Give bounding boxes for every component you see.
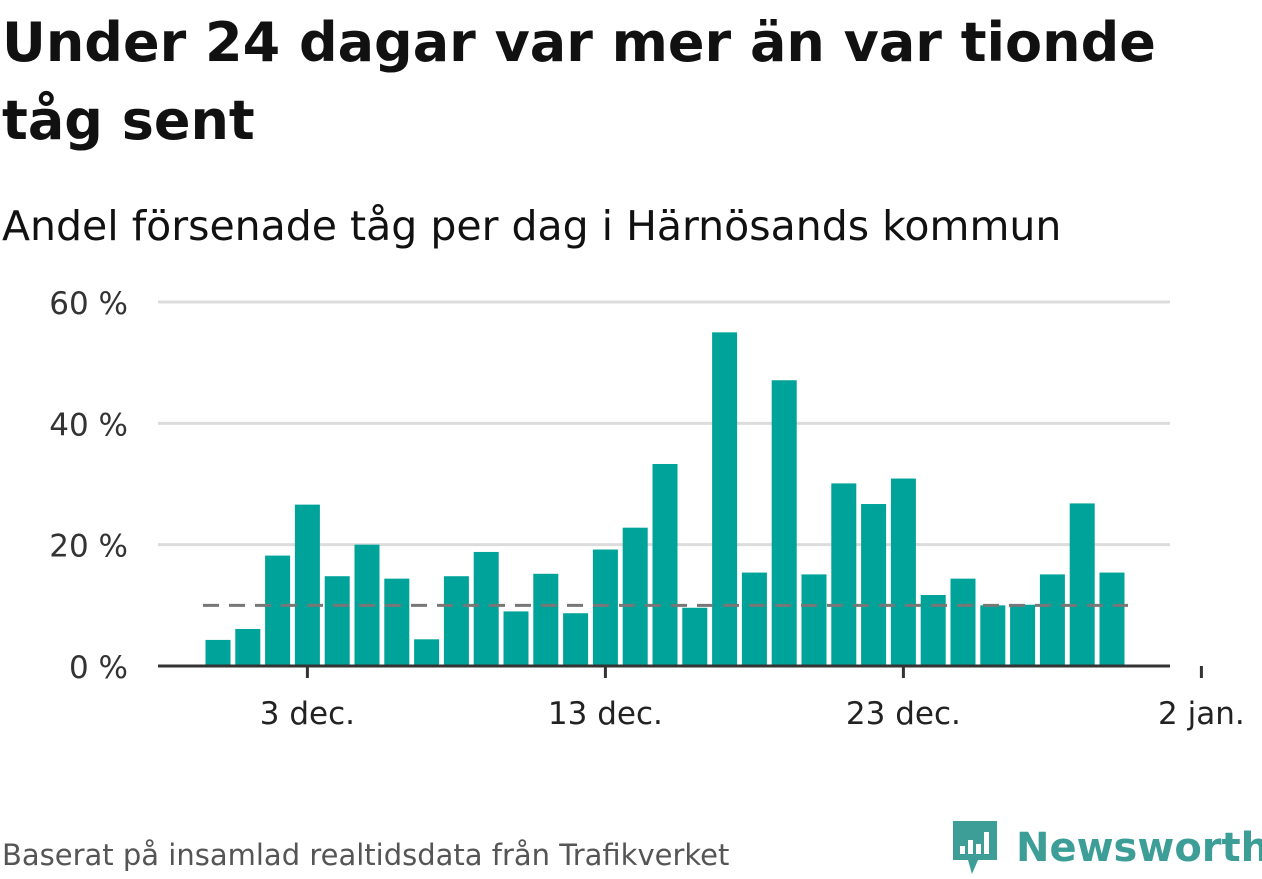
brand-name: Newsworthy (1016, 825, 1262, 871)
bar (235, 628, 261, 666)
bar (890, 478, 916, 666)
bar (861, 504, 887, 666)
chart-title: Under 24 dagar var mer än var tionde tåg… (2, 11, 1156, 152)
bar (592, 549, 618, 666)
bar (1069, 503, 1095, 666)
bar (920, 595, 946, 666)
bar-chart-speech-bubble-icon (953, 821, 997, 874)
brand-logo: Newsworthy (950, 818, 1262, 878)
bar (622, 527, 648, 666)
bar (682, 607, 708, 666)
x-axis-labels: 3 dec. 13 dec. 23 dec. 2 jan. (260, 696, 1245, 732)
bar (771, 380, 797, 666)
bar (1039, 574, 1065, 666)
x-tick-label: 13 dec. (548, 696, 663, 732)
bar (980, 605, 1006, 666)
bar (265, 555, 291, 666)
x-axis (158, 664, 1203, 678)
x-tick-label: 2 jan. (1158, 696, 1245, 732)
bar (652, 463, 678, 666)
bar (443, 576, 469, 666)
bar (741, 572, 767, 666)
bars (205, 332, 1125, 666)
bar (712, 332, 738, 666)
y-axis-labels: 0 % 20 % 40 % 60 % (49, 286, 128, 686)
chart-subtitle: Andel försenade tåg per dag i Härnösands… (2, 202, 1062, 250)
x-tick-label: 3 dec. (260, 696, 355, 732)
bar (801, 574, 827, 666)
y-tick-label: 20 % (49, 529, 128, 565)
bar-chart: 0 % 20 % 40 % 60 % 3 dec. 13 dec. 23 dec. 2 ja… (49, 286, 1245, 732)
bar (831, 483, 857, 666)
bar (324, 576, 350, 666)
source-note: Baserat på insamlad realtidsdata från Tr… (2, 838, 730, 872)
bar (294, 504, 320, 666)
bar (563, 613, 589, 666)
y-tick-label: 40 % (49, 407, 128, 443)
bar (384, 578, 410, 666)
y-tick-label: 0 % (69, 650, 128, 686)
bar (533, 573, 559, 666)
bar (473, 551, 499, 666)
x-tick-label: 23 dec. (846, 696, 961, 732)
bar (205, 639, 231, 666)
bar (1010, 604, 1036, 666)
bar (1099, 572, 1125, 666)
y-tick-label: 60 % (49, 286, 128, 322)
bar (503, 611, 529, 666)
bar (950, 578, 976, 666)
bar (414, 639, 440, 666)
